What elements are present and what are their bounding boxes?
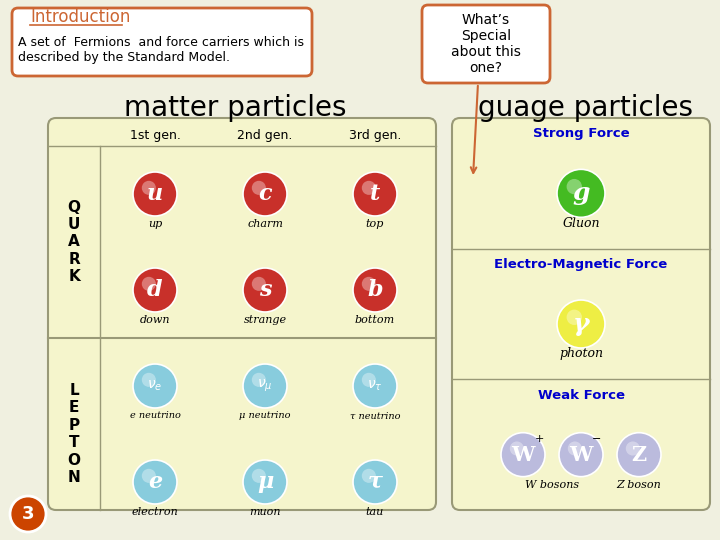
Circle shape — [557, 170, 605, 217]
Text: Weak Force: Weak Force — [538, 389, 624, 402]
Text: L
E
P
T
O
N: L E P T O N — [68, 383, 81, 485]
Text: s: s — [258, 279, 271, 301]
Circle shape — [353, 364, 397, 408]
Text: Q
U
A
R
K: Q U A R K — [68, 200, 81, 284]
Text: charm: charm — [247, 219, 283, 229]
Text: What’s
Special
about this
one?: What’s Special about this one? — [451, 13, 521, 75]
Text: +: + — [534, 434, 544, 444]
Circle shape — [559, 433, 603, 477]
Text: Strong Force: Strong Force — [533, 127, 629, 140]
Circle shape — [361, 373, 376, 387]
Text: Z: Z — [631, 444, 647, 464]
Circle shape — [133, 364, 177, 408]
Text: Gluon: Gluon — [562, 217, 600, 230]
FancyBboxPatch shape — [48, 118, 436, 510]
Text: 3rd gen.: 3rd gen. — [348, 130, 401, 143]
Text: 1st gen.: 1st gen. — [130, 130, 181, 143]
Text: A set of  Fermions  and force carriers which is
described by the Standard Model.: A set of Fermions and force carriers whi… — [18, 36, 304, 64]
Circle shape — [252, 181, 266, 195]
Text: W: W — [570, 444, 593, 464]
Circle shape — [142, 181, 156, 195]
Text: $\nu_\mu$: $\nu_\mu$ — [257, 378, 273, 394]
Text: guage particles: guage particles — [477, 94, 693, 122]
Text: 3: 3 — [22, 505, 35, 523]
Circle shape — [133, 460, 177, 504]
Circle shape — [142, 277, 156, 291]
Circle shape — [353, 172, 397, 216]
Text: b: b — [367, 279, 383, 301]
Circle shape — [617, 433, 661, 477]
FancyBboxPatch shape — [452, 118, 710, 510]
Circle shape — [252, 277, 266, 291]
Text: γ: γ — [572, 312, 589, 336]
Text: $\nu_e$: $\nu_e$ — [148, 379, 163, 393]
Text: down: down — [140, 315, 170, 325]
Circle shape — [252, 373, 266, 387]
Text: d: d — [148, 279, 163, 301]
Circle shape — [567, 179, 582, 194]
Text: muon: muon — [249, 507, 281, 517]
Circle shape — [567, 309, 582, 325]
Text: 2nd gen.: 2nd gen. — [238, 130, 293, 143]
Circle shape — [353, 460, 397, 504]
Circle shape — [557, 300, 605, 348]
Text: Introduction: Introduction — [30, 8, 130, 26]
Text: bottom: bottom — [355, 315, 395, 325]
Circle shape — [510, 442, 524, 456]
Circle shape — [142, 469, 156, 483]
Text: W: W — [511, 444, 535, 464]
Circle shape — [243, 268, 287, 312]
Text: t: t — [370, 183, 380, 205]
Text: e neutrino: e neutrino — [130, 411, 181, 421]
Text: c: c — [258, 183, 271, 205]
Circle shape — [568, 442, 582, 456]
Text: electron: electron — [132, 507, 179, 517]
Text: μ: μ — [257, 471, 273, 493]
Text: photon: photon — [559, 348, 603, 361]
Circle shape — [361, 469, 376, 483]
Text: τ neutrino: τ neutrino — [350, 411, 400, 421]
Text: Z boson: Z boson — [616, 480, 662, 490]
Circle shape — [501, 433, 545, 477]
Text: Electro-Magnetic Force: Electro-Magnetic Force — [495, 258, 667, 271]
Text: u: u — [147, 183, 163, 205]
Circle shape — [142, 373, 156, 387]
Text: strange: strange — [243, 315, 287, 325]
Circle shape — [10, 496, 46, 532]
FancyBboxPatch shape — [12, 8, 312, 76]
Text: g: g — [572, 181, 590, 205]
Text: tau: tau — [366, 507, 384, 517]
Text: −: − — [593, 434, 602, 444]
Circle shape — [252, 469, 266, 483]
Text: e: e — [148, 471, 162, 493]
Text: top: top — [366, 219, 384, 229]
Circle shape — [626, 442, 640, 456]
Text: up: up — [148, 219, 162, 229]
Circle shape — [361, 181, 376, 195]
Text: matter particles: matter particles — [124, 94, 346, 122]
Text: $\nu_\tau$: $\nu_\tau$ — [367, 379, 383, 393]
Text: W bosons: W bosons — [525, 480, 579, 490]
Circle shape — [353, 268, 397, 312]
Circle shape — [243, 172, 287, 216]
FancyBboxPatch shape — [422, 5, 550, 83]
Circle shape — [133, 172, 177, 216]
Text: μ neutrino: μ neutrino — [239, 411, 291, 421]
Circle shape — [361, 277, 376, 291]
Text: τ: τ — [367, 471, 382, 493]
Circle shape — [243, 460, 287, 504]
Circle shape — [133, 268, 177, 312]
Circle shape — [243, 364, 287, 408]
